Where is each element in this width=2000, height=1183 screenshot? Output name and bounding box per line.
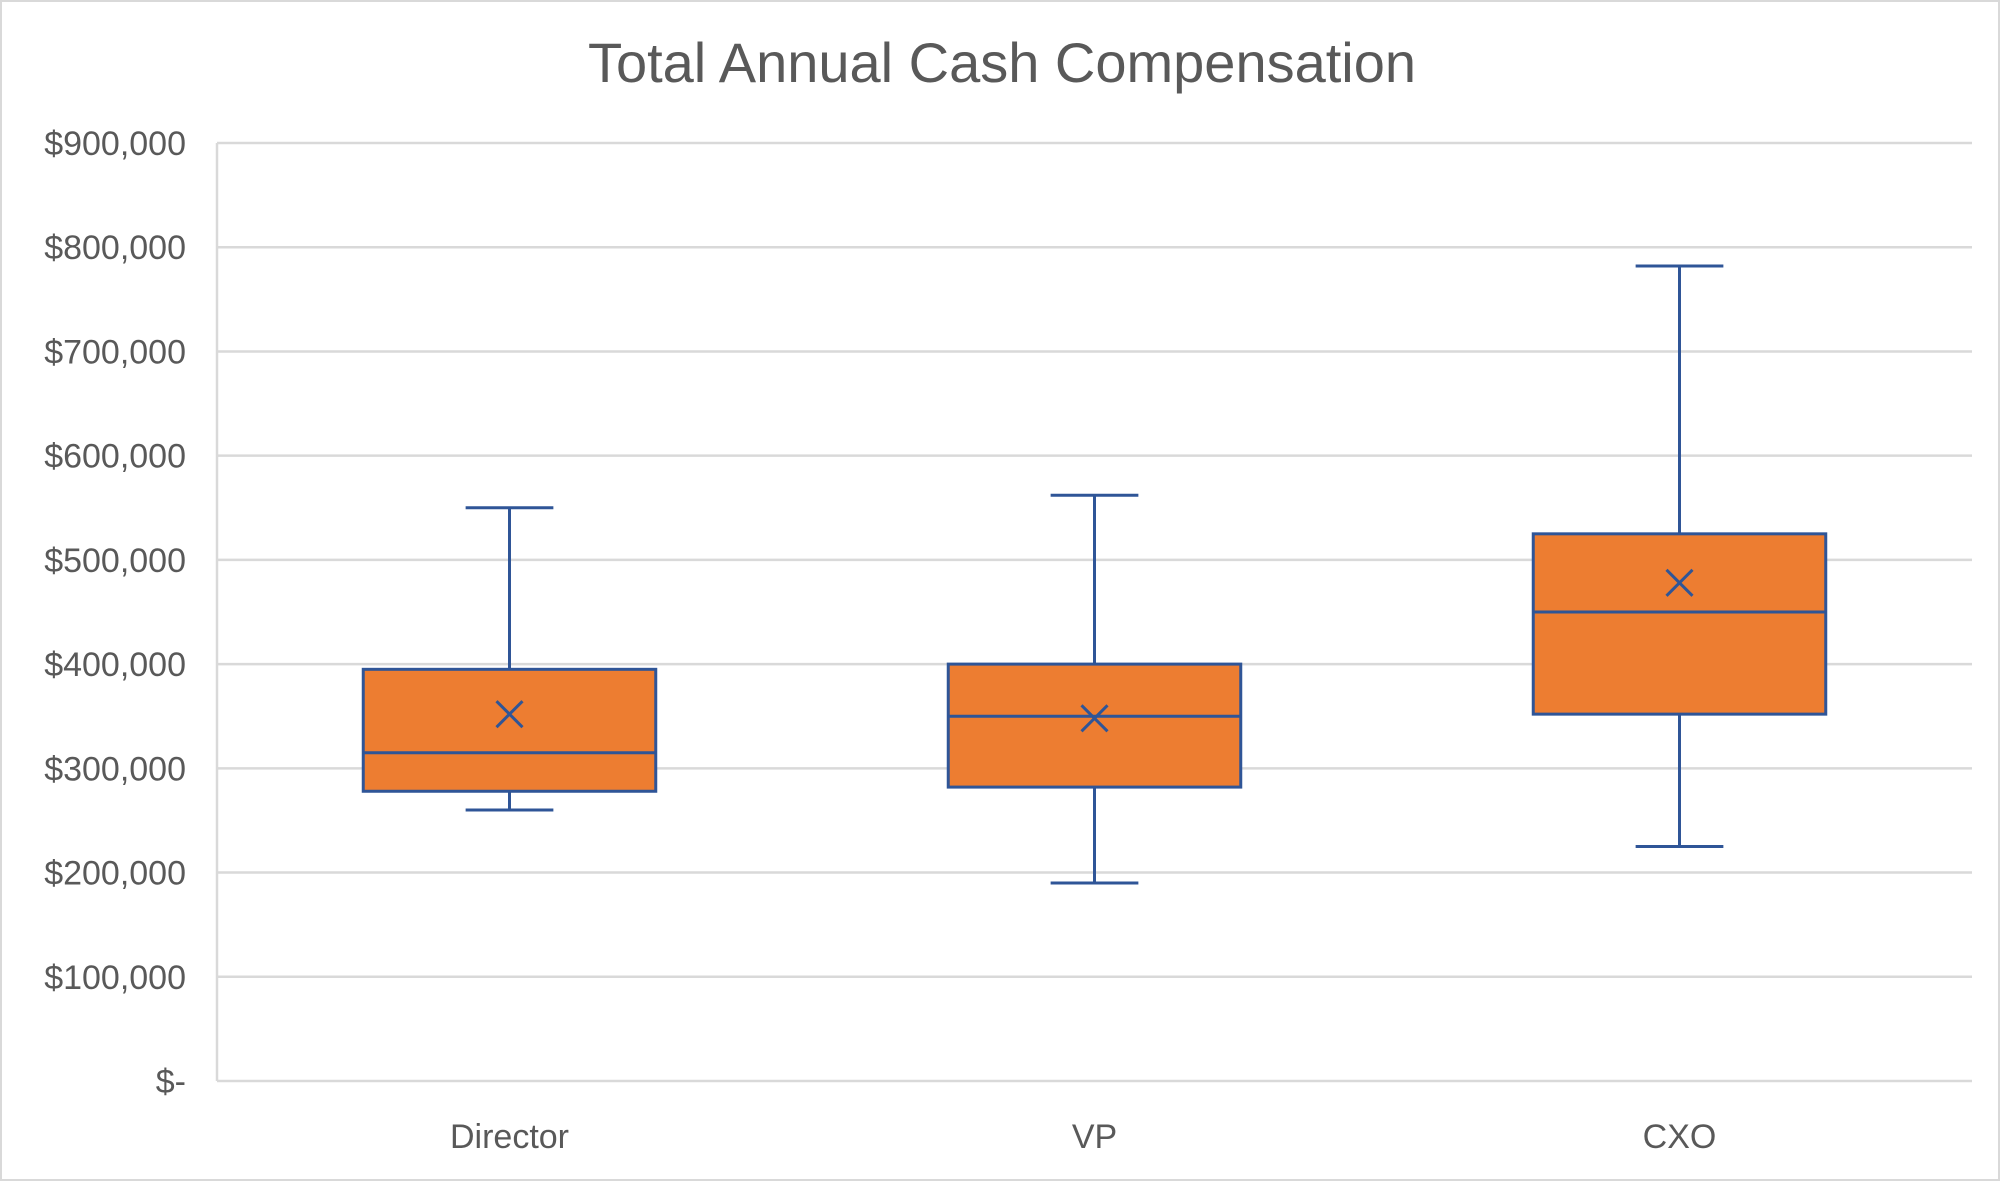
y-tick-label: $300,000: [44, 750, 186, 788]
box-cxo: [1531, 264, 1828, 848]
box-series: [361, 264, 1828, 885]
y-tick-label: $400,000: [44, 646, 186, 684]
y-tick-label: $200,000: [44, 855, 186, 893]
mean-marker: [1080, 704, 1109, 733]
y-tick-label: $800,000: [44, 229, 186, 267]
box-director: [361, 506, 658, 812]
x-category-label: CXO: [1643, 1118, 1717, 1156]
chart-title: Total Annual Cash Compensation: [588, 31, 1416, 94]
y-tick-label: $700,000: [44, 333, 186, 371]
mean-marker-stroke: [1665, 568, 1694, 597]
y-tick-label: $600,000: [44, 438, 186, 476]
box-vp: [946, 493, 1243, 885]
x-category-label: VP: [1072, 1118, 1117, 1156]
x-category-label: Director: [450, 1118, 569, 1156]
iqr-box: [946, 662, 1243, 789]
iqr-box: [1531, 532, 1828, 716]
iqr-box: [361, 667, 658, 793]
y-tick-label: $900,000: [44, 125, 186, 163]
y-tick-label: $500,000: [44, 542, 186, 580]
mean-marker-stroke: [495, 700, 524, 729]
y-tick-label: $100,000: [44, 959, 186, 997]
mean-marker: [1665, 568, 1694, 597]
mean-marker-stroke: [1080, 704, 1109, 733]
axis-lines: [215, 143, 1972, 1083]
x-axis-category-labels: Director VP CXO: [450, 1118, 1716, 1156]
y-tick-label: $-: [156, 1063, 186, 1101]
mean-marker: [495, 700, 524, 729]
y-axis-tick-labels: $- $100,000 $200,000 $300,000 $400,000 $500,0…: [44, 125, 186, 1101]
